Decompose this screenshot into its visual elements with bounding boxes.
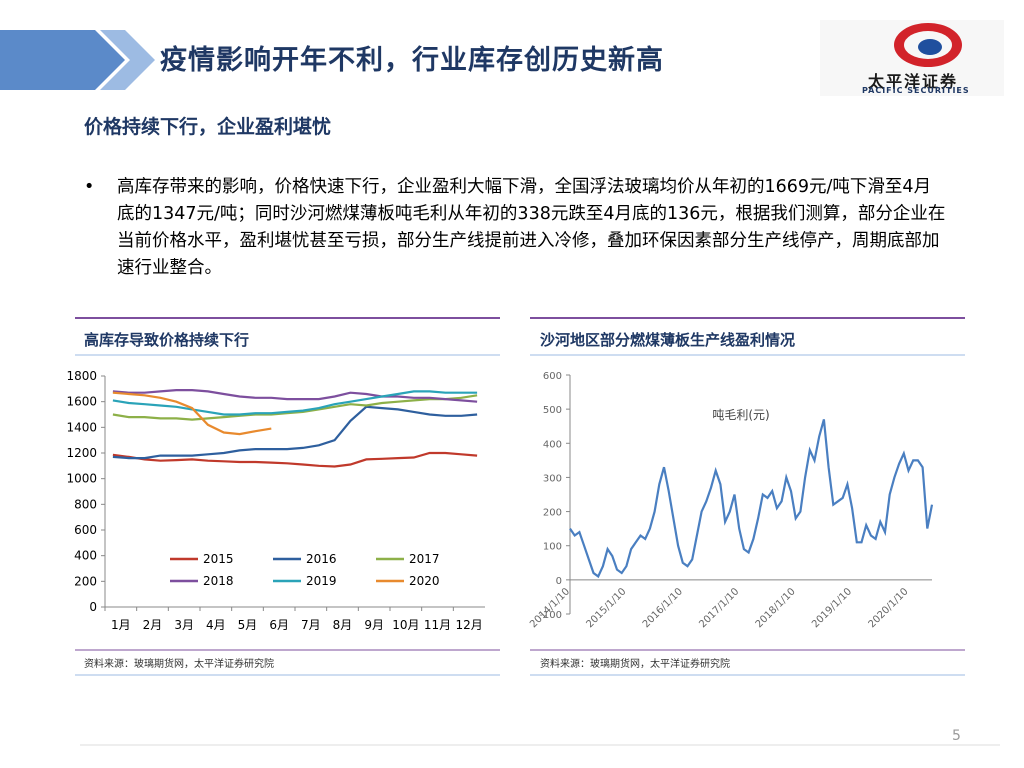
y-tick-label: 0 xyxy=(89,600,97,614)
series-line xyxy=(569,419,934,579)
chart-title: 沙河地区部分燃煤薄板生产线盈利情况 xyxy=(540,331,795,349)
y-tick-label: 500 xyxy=(543,405,562,416)
y-tick-label: 0 xyxy=(556,576,562,587)
x-tick-label: 12月 xyxy=(456,618,483,632)
y-tick-label: 1400 xyxy=(66,420,97,434)
y-tick-label: 100 xyxy=(543,542,562,553)
chart-title: 高库存导致价格持续下行 xyxy=(84,331,249,349)
legend-label: 2016 xyxy=(306,552,337,566)
legend-label: 2017 xyxy=(409,552,440,566)
y-tick-label: 300 xyxy=(543,473,562,484)
y-tick-label: 1000 xyxy=(66,472,97,486)
x-tick-label: 9月 xyxy=(364,618,384,632)
x-tick-label: 10月 xyxy=(392,618,419,632)
bullet-dot: • xyxy=(84,177,95,197)
page-number: 5 xyxy=(952,728,961,744)
series-line xyxy=(112,391,272,436)
y-tick-label: 1200 xyxy=(66,446,97,460)
legend-label: 2020 xyxy=(409,574,440,588)
bullet-text: 高库存带来的影响，价格快速下行，企业盈利大幅下滑，全国浮法玻璃均价从年初的166… xyxy=(117,177,946,278)
series-line xyxy=(112,451,478,468)
x-tick-label: 2020/1/10 xyxy=(867,586,911,630)
logo-core xyxy=(918,39,942,55)
y-tick-label: 200 xyxy=(543,508,562,519)
y-tick-label: 200 xyxy=(74,574,97,588)
y-tick-label: -100 xyxy=(539,610,562,621)
x-tick-label: 2016/1/10 xyxy=(641,586,685,630)
x-tick-label: 7月 xyxy=(301,618,321,632)
legend-label: 吨毛利(元) xyxy=(712,408,769,422)
source-note: 资料来源：玻璃期货网，太平洋证券研究院 xyxy=(540,657,730,670)
x-tick-label: 1月 xyxy=(111,618,131,632)
header-band xyxy=(0,30,125,90)
y-tick-label: 1600 xyxy=(66,395,97,409)
source-note: 资料来源：玻璃期货网，太平洋证券研究院 xyxy=(84,657,274,670)
y-tick-label: 600 xyxy=(543,371,562,382)
x-tick-label: 2017/1/10 xyxy=(697,586,741,630)
x-tick-label: 2018/1/10 xyxy=(754,586,798,630)
bullet: • 高库存带来的影响，价格快速下行，企业盈利大幅下滑，全国浮法玻璃均价从年初的16… xyxy=(84,174,954,282)
legend-label: 2015 xyxy=(203,552,234,566)
y-tick-label: 400 xyxy=(543,439,562,450)
subtitle: 价格持续下行，企业盈利堪忧 xyxy=(84,116,332,138)
series-line xyxy=(112,390,478,416)
y-tick-label: 400 xyxy=(74,549,97,563)
slide-title: 疫情影响开年不利，行业库存创历史新高 xyxy=(160,45,664,76)
x-tick-label: 8月 xyxy=(333,618,353,632)
series-line xyxy=(112,405,478,460)
x-tick-label: 2015/1/10 xyxy=(584,586,628,630)
y-tick-label: 600 xyxy=(74,523,97,537)
x-tick-label: 2014/1/10 xyxy=(528,586,572,630)
series-line xyxy=(112,394,478,421)
logo-english: PACIFIC SECURITIES xyxy=(862,86,970,95)
x-tick-label: 4月 xyxy=(206,618,226,632)
x-tick-label: 2月 xyxy=(143,618,163,632)
legend-label: 2019 xyxy=(306,574,337,588)
y-tick-label: 800 xyxy=(74,497,97,511)
x-tick-label: 6月 xyxy=(269,618,289,632)
x-tick-label: 5月 xyxy=(238,618,258,632)
header-chevron xyxy=(100,30,155,90)
x-tick-label: 3月 xyxy=(174,618,194,632)
x-tick-label: 11月 xyxy=(424,618,451,632)
legend-label: 2018 xyxy=(203,574,234,588)
series-line xyxy=(112,389,478,403)
x-tick-label: 2019/1/10 xyxy=(810,586,854,630)
logo-name: 太平洋证券 xyxy=(868,72,959,91)
y-tick-label: 1800 xyxy=(66,369,97,383)
